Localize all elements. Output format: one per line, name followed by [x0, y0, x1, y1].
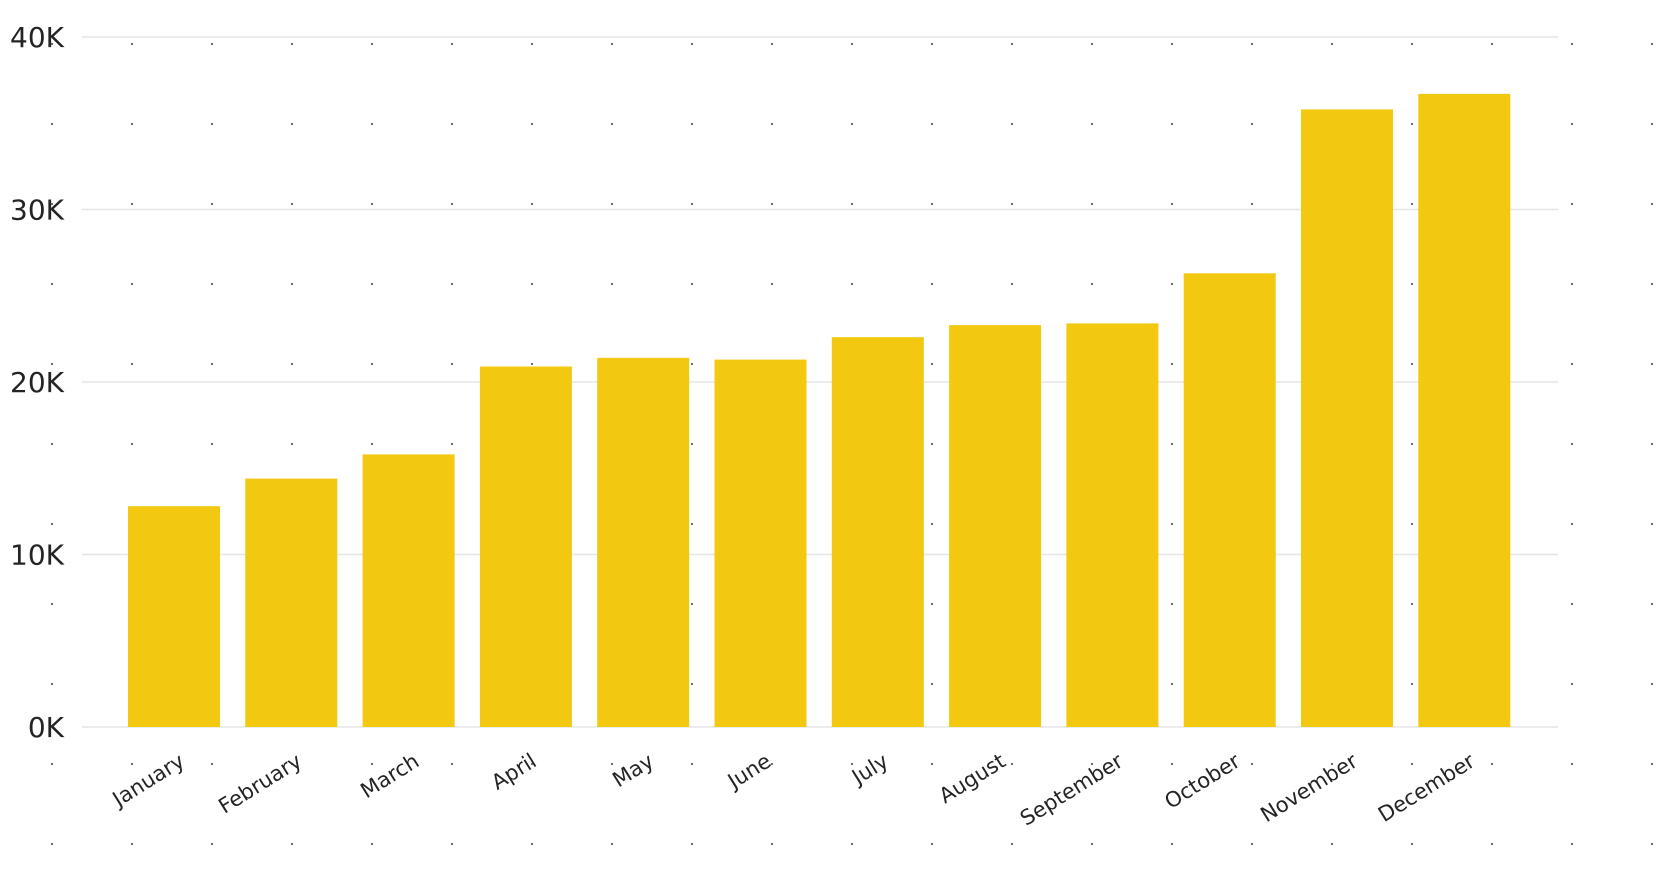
- bar-june[interactable]: [714, 359, 807, 727]
- y-axis-tick-labels: 0K 10K 20K 30K 40K: [10, 21, 65, 744]
- bar-april[interactable]: [479, 366, 572, 728]
- x-tick-label-march: March: [356, 749, 423, 803]
- x-tick-label-september: September: [1016, 749, 1127, 831]
- x-tick-label-january: January: [107, 749, 189, 813]
- bar-january[interactable]: [128, 506, 220, 727]
- x-tick-label-november: November: [1256, 749, 1362, 827]
- x-tick-label-may: May: [608, 749, 658, 792]
- x-tick-label-april: April: [487, 749, 540, 795]
- bar-march[interactable]: [362, 454, 455, 727]
- bar-october[interactable]: [1183, 273, 1276, 727]
- x-tick-label-july: July: [846, 749, 892, 790]
- bar-november[interactable]: [1301, 109, 1393, 727]
- bar-july[interactable]: [831, 337, 924, 727]
- x-axis-category-labels: January February March April May June July Augu…: [107, 749, 1480, 831]
- y-tick-label: 0K: [28, 711, 65, 744]
- y-tick-label: 30K: [10, 194, 65, 227]
- x-tick-label-february: February: [214, 749, 306, 819]
- y-tick-label: 10K: [10, 539, 65, 572]
- y-tick-label: 20K: [10, 366, 65, 399]
- y-tick-label: 40K: [10, 21, 65, 54]
- x-tick-label-december: December: [1374, 749, 1479, 827]
- bars: [128, 93, 1511, 728]
- x-tick-label-june: June: [722, 749, 775, 795]
- bar-february[interactable]: [245, 478, 338, 727]
- bar-may[interactable]: [597, 357, 690, 727]
- x-tick-label-october: October: [1160, 749, 1244, 814]
- x-tick-label-august: August: [935, 749, 1010, 808]
- bar-september[interactable]: [1066, 323, 1159, 727]
- bar-december[interactable]: [1418, 93, 1511, 727]
- bar-august[interactable]: [949, 325, 1042, 727]
